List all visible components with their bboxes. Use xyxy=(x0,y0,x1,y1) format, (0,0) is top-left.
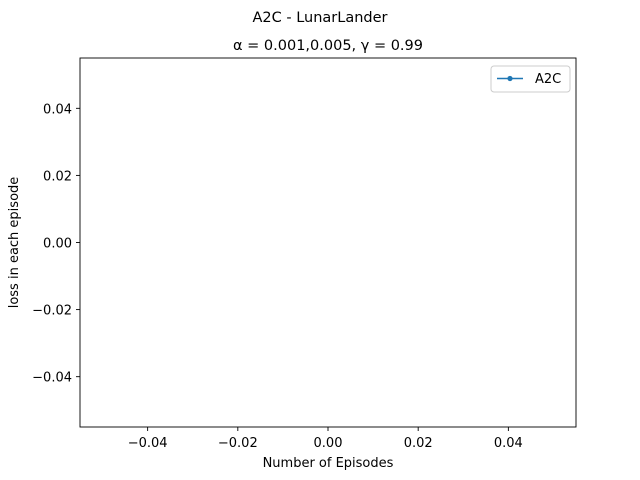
y-axis-label: loss in each episode xyxy=(7,177,22,309)
y-tick-label: 0.04 xyxy=(43,102,72,117)
legend: A2C xyxy=(490,65,571,93)
tick-group: −0.04 −0.02 0.00 0.02 0.04 −0.04 −0.02 0.00 0.02… xyxy=(32,102,523,451)
y-tick-label: 0.00 xyxy=(43,237,72,252)
plot-frame xyxy=(79,57,577,428)
x-tick-label: 0.02 xyxy=(404,436,433,451)
legend-marker-a2c xyxy=(507,75,513,82)
legend-label-a2c: A2C xyxy=(535,72,561,87)
legend-box xyxy=(490,65,571,93)
x-axis-label: Number of Episodes xyxy=(263,456,394,471)
y-tick-label: −0.02 xyxy=(32,304,72,319)
y-tick-label: 0.02 xyxy=(43,169,72,184)
chart-title: A2C - LunarLander xyxy=(252,10,387,26)
x-tick-label: −0.02 xyxy=(218,436,258,451)
x-tick-label: 0.00 xyxy=(314,436,343,451)
x-tick-label: 0.04 xyxy=(494,436,523,451)
chart-subtitle: α = 0.001,0.005, γ = 0.99 xyxy=(233,38,423,54)
x-tick-label: −0.04 xyxy=(128,436,168,451)
y-tick-label: −0.04 xyxy=(32,371,72,386)
